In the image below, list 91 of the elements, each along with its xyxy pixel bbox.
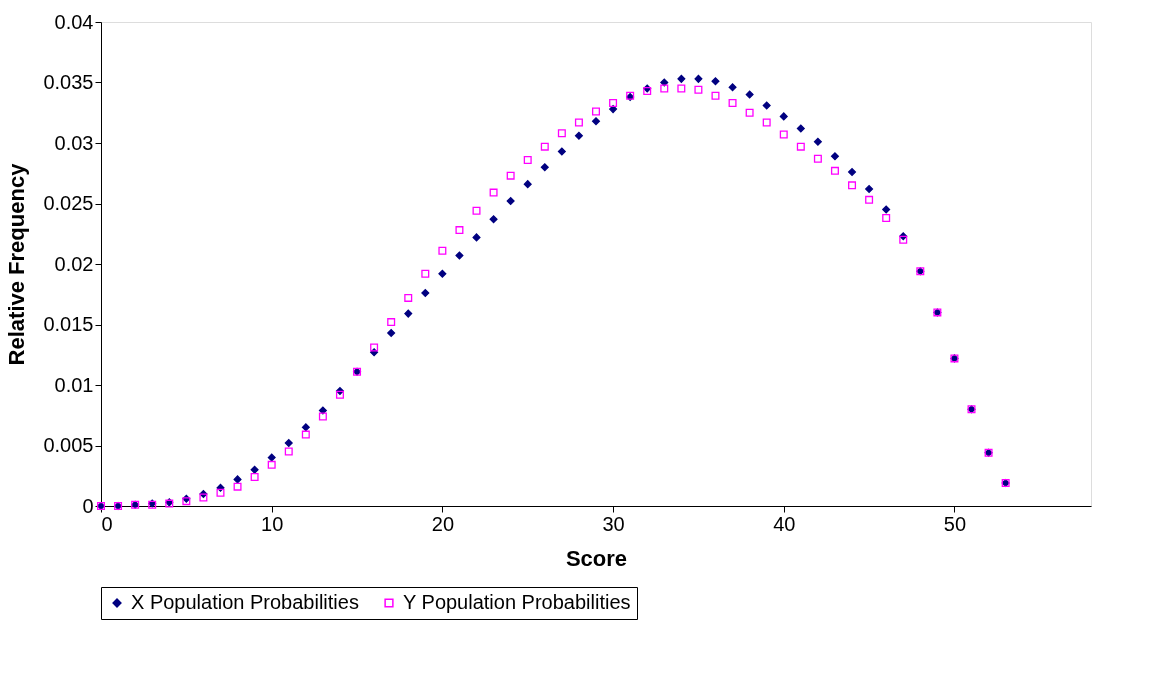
point	[677, 84, 686, 93]
point	[677, 74, 686, 83]
point	[489, 188, 498, 197]
point	[267, 453, 276, 462]
point	[387, 318, 396, 327]
point	[762, 118, 771, 127]
y-tick-label: 0.015	[43, 313, 94, 335]
legend-label: X Population Probabilities	[131, 591, 359, 613]
point	[404, 293, 413, 302]
point	[728, 83, 737, 92]
point	[848, 168, 857, 177]
point	[421, 289, 430, 298]
point	[540, 163, 549, 172]
point	[301, 430, 310, 439]
point	[506, 197, 515, 206]
point	[882, 205, 891, 214]
x-tick-label: 20	[431, 512, 454, 535]
y-tick-label: 0.005	[43, 434, 94, 456]
y-axis-title: Relative Frequency	[4, 162, 30, 366]
y-tick-label: 0.04	[54, 10, 94, 33]
point	[523, 155, 532, 164]
point	[660, 84, 669, 93]
point	[694, 74, 703, 83]
point	[216, 488, 225, 497]
point	[250, 465, 259, 474]
point	[796, 124, 805, 133]
point	[865, 195, 874, 204]
point	[830, 166, 839, 175]
point	[472, 206, 481, 215]
point	[711, 77, 720, 86]
point	[592, 107, 600, 116]
point	[574, 118, 583, 127]
point	[404, 309, 413, 318]
point	[267, 460, 276, 469]
x-tick-label: 0	[101, 512, 113, 535]
point	[762, 101, 771, 110]
point	[455, 251, 464, 260]
point	[660, 78, 669, 87]
point	[899, 235, 908, 244]
point	[438, 246, 447, 255]
point	[301, 423, 310, 432]
point	[830, 152, 839, 161]
point	[882, 214, 891, 223]
legend-label: Y Population Probabilities	[403, 591, 631, 613]
point	[848, 181, 857, 190]
point	[574, 131, 583, 140]
y-tick-label: 0.03	[54, 131, 94, 154]
y-tick-label: 0	[82, 494, 94, 517]
x-tick-label: 30	[602, 512, 625, 535]
point	[609, 105, 618, 114]
point	[506, 171, 515, 180]
x-axis-title: Score	[565, 545, 628, 571]
point	[250, 472, 259, 481]
point	[694, 85, 703, 94]
point	[318, 412, 327, 421]
point	[745, 90, 754, 99]
y-tick-label: 0.01	[54, 373, 94, 396]
point	[745, 108, 754, 117]
y-tick-label: 0.035	[43, 71, 94, 93]
point	[779, 112, 788, 121]
point	[557, 129, 566, 138]
y-tick-label: 0.02	[54, 252, 94, 275]
point	[370, 343, 379, 352]
point	[335, 390, 344, 399]
point	[233, 475, 242, 484]
point	[609, 99, 618, 108]
point	[779, 130, 788, 139]
point	[813, 154, 822, 163]
y-tick-label: 0.025	[43, 192, 94, 214]
point	[728, 99, 737, 108]
point	[523, 180, 532, 189]
x-tick-label: 40	[773, 512, 796, 535]
point	[540, 142, 549, 151]
point	[421, 269, 430, 278]
point	[284, 439, 293, 448]
point	[455, 226, 464, 235]
point	[233, 482, 242, 491]
point	[472, 233, 481, 242]
point	[199, 493, 208, 502]
point	[489, 215, 498, 224]
point	[711, 91, 720, 100]
point	[387, 328, 396, 337]
x-tick-label: 50	[943, 512, 967, 535]
point	[796, 142, 805, 151]
point	[813, 137, 822, 146]
point	[557, 147, 566, 156]
point	[865, 184, 874, 193]
point	[284, 447, 293, 456]
x-tick-label: 10	[261, 512, 284, 535]
point	[438, 269, 447, 278]
point	[592, 117, 600, 126]
